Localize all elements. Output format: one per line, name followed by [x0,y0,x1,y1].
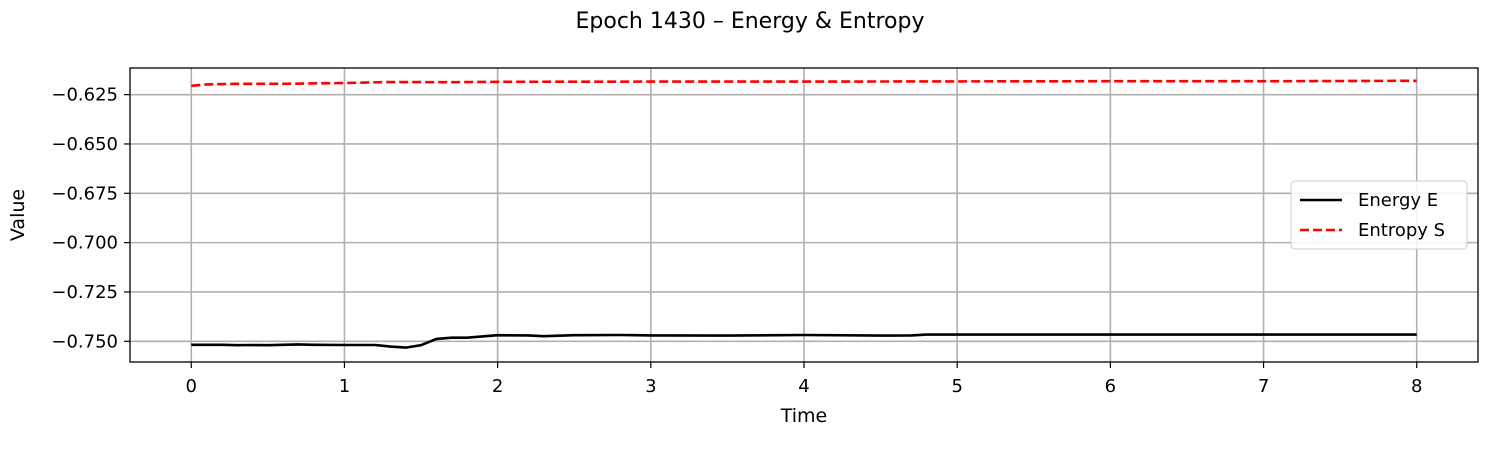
y-tick-label: −0.625 [51,85,118,106]
grid [130,68,1478,362]
legend-box [1290,180,1468,250]
legend: Energy E Entropy S [1290,180,1468,250]
series-line-energy [191,333,1417,349]
x-tick-label: 7 [1258,376,1269,397]
series-layer [191,79,1417,349]
x-tick-label: 8 [1411,376,1422,397]
y-axis: −0.750 −0.725 −0.700 −0.675 −0.650 −0.625 [51,85,130,352]
x-axis-label: Time [780,405,828,427]
y-tick-label: −0.650 [51,134,118,155]
x-tick-label: 4 [798,376,809,397]
y-tick-label: −0.675 [51,183,118,204]
y-tick-label: −0.700 [51,233,118,254]
legend-label-energy: Energy E [1358,190,1438,211]
x-axis: 0 1 2 3 4 5 6 7 8 [186,362,1422,397]
y-axis-label: Value [7,189,29,241]
x-tick-label: 6 [1105,376,1116,397]
x-tick-label: 3 [645,376,656,397]
x-tick-label: 5 [951,376,962,397]
series-line-entropy [191,79,1417,88]
chart-title: Epoch 1430 – Energy & Entropy [576,9,925,34]
legend-label-entropy: Entropy S [1358,220,1445,241]
x-tick-label: 1 [339,376,350,397]
y-tick-label: −0.750 [51,331,118,352]
x-tick-label: 2 [492,376,503,397]
y-tick-label: −0.725 [51,282,118,303]
x-tick-label: 0 [186,376,197,397]
